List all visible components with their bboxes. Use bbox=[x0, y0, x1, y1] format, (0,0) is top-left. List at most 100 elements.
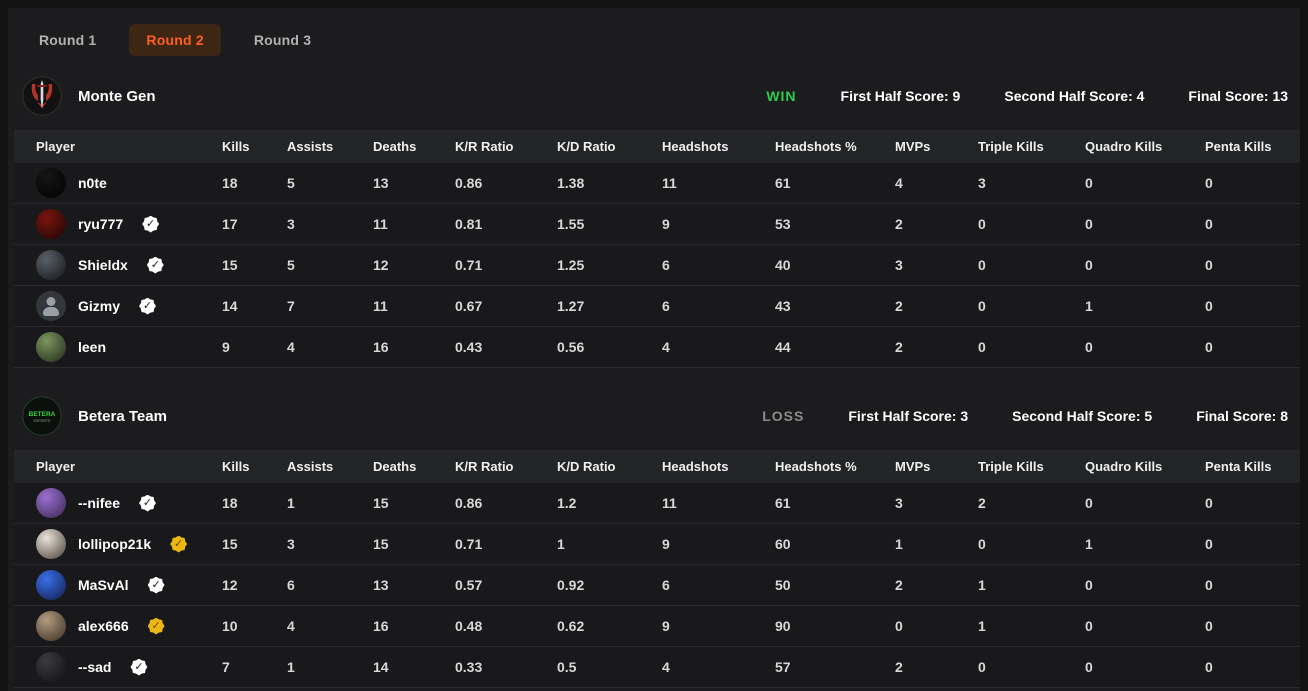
stat-triple-kills: 1 bbox=[978, 577, 986, 593]
col-header-mvps: MVPs bbox=[895, 139, 931, 154]
stat-kr-ratio: 0.33 bbox=[455, 659, 483, 675]
col-header-deaths: Deaths bbox=[373, 459, 417, 474]
table-row[interactable]: --sad ✓ 7 1 14 0.33 0.5 4 57 2 0 0 0 bbox=[14, 647, 1300, 688]
stat-assists: 1 bbox=[287, 659, 295, 675]
stat-kr-ratio: 0.57 bbox=[455, 577, 483, 593]
stat-deaths: 11 bbox=[373, 298, 388, 314]
stat-quadro-kills: 0 bbox=[1085, 495, 1093, 511]
first-half-score: First Half Score: 3 bbox=[848, 408, 969, 424]
stat-quadro-kills: 0 bbox=[1085, 339, 1093, 355]
stat-assists: 5 bbox=[287, 175, 295, 191]
second-half-score: Second Half Score: 4 bbox=[1004, 88, 1145, 104]
stat-headshots-pct: 61 bbox=[775, 175, 791, 191]
stat-deaths: 12 bbox=[373, 257, 389, 273]
stat-kills: 12 bbox=[222, 577, 238, 593]
table-row[interactable]: alex666 ✓ 10 4 16 0.48 0.62 9 90 0 1 0 0 bbox=[14, 606, 1300, 647]
player-cell: Gizmy ✓ bbox=[36, 291, 222, 321]
stat-headshots-pct: 40 bbox=[775, 257, 791, 273]
team-name[interactable]: Monte Gen bbox=[78, 87, 156, 105]
team-stats-table: Player Kills Assists Deaths K/R Ratio K/… bbox=[14, 130, 1300, 368]
player-name[interactable]: Gizmy bbox=[78, 298, 121, 314]
stat-kr-ratio: 0.71 bbox=[455, 536, 483, 552]
stat-headshots: 11 bbox=[662, 175, 677, 191]
stat-quadro-kills: 0 bbox=[1085, 659, 1093, 675]
player-name[interactable]: alex666 bbox=[78, 618, 129, 634]
stat-deaths: 11 bbox=[373, 216, 388, 232]
stat-quadro-kills: 0 bbox=[1085, 216, 1093, 232]
player-name[interactable]: --nifee bbox=[78, 495, 120, 511]
table-row[interactable]: MaSvAl ✓ 12 6 13 0.57 0.92 6 50 2 1 0 0 bbox=[14, 565, 1300, 606]
stat-headshots-pct: 53 bbox=[775, 216, 791, 232]
stat-penta-kills: 0 bbox=[1205, 618, 1213, 634]
verified-badge-icon: ✓ bbox=[147, 576, 165, 594]
stat-headshots: 6 bbox=[662, 298, 670, 314]
col-header-kr-ratio: K/R Ratio bbox=[455, 139, 514, 154]
player-avatar bbox=[36, 291, 66, 321]
stat-kd-ratio: 1.55 bbox=[557, 216, 585, 232]
match-result-badge: WIN bbox=[766, 88, 797, 104]
stat-deaths: 15 bbox=[373, 536, 389, 552]
player-cell: alex666 ✓ bbox=[36, 611, 222, 641]
stat-kd-ratio: 1.2 bbox=[557, 495, 577, 511]
tab-round-1[interactable]: Round 1 bbox=[22, 24, 113, 56]
betera-team-logo-icon: BETERA ESPORTS bbox=[22, 396, 62, 436]
stat-kr-ratio: 0.48 bbox=[455, 618, 483, 634]
table-row[interactable]: ryu777 ✓ 17 3 11 0.81 1.55 9 53 2 0 0 0 bbox=[14, 204, 1300, 245]
stat-kills: 7 bbox=[222, 659, 230, 675]
team-name[interactable]: Betera Team bbox=[78, 407, 167, 425]
stat-headshots-pct: 50 bbox=[775, 577, 791, 593]
tab-round-3[interactable]: Round 3 bbox=[237, 24, 328, 56]
stat-deaths: 13 bbox=[373, 577, 389, 593]
stat-penta-kills: 0 bbox=[1205, 495, 1213, 511]
svg-text:BETERA: BETERA bbox=[29, 411, 56, 418]
team-score-summary: LOSS First Half Score: 3 Second Half Sco… bbox=[762, 408, 1294, 424]
player-name[interactable]: lollipop21k bbox=[78, 536, 152, 552]
stat-assists: 1 bbox=[287, 495, 295, 511]
tab-round-2[interactable]: Round 2 bbox=[129, 24, 221, 56]
stat-assists: 3 bbox=[287, 536, 295, 552]
player-name[interactable]: leen bbox=[78, 339, 107, 355]
player-name[interactable]: --sad bbox=[78, 659, 112, 675]
stat-deaths: 14 bbox=[373, 659, 389, 675]
stat-headshots: 4 bbox=[662, 659, 670, 675]
col-header-quadro-kills: Quadro Kills bbox=[1085, 139, 1163, 154]
stat-headshots-pct: 43 bbox=[775, 298, 791, 314]
col-header-player: Player bbox=[36, 139, 76, 154]
player-avatar bbox=[36, 570, 66, 600]
stat-headshots-pct: 60 bbox=[775, 536, 791, 552]
stat-deaths: 13 bbox=[373, 175, 389, 191]
stat-kd-ratio: 0.92 bbox=[557, 577, 585, 593]
stat-kd-ratio: 0.56 bbox=[557, 339, 585, 355]
verified-badge-icon: ✓ bbox=[142, 215, 160, 233]
col-header-kills: Kills bbox=[222, 139, 250, 154]
table-row[interactable]: --nifee ✓ 18 1 15 0.86 1.2 11 61 3 2 0 0 bbox=[14, 483, 1300, 524]
stat-triple-kills: 0 bbox=[978, 536, 986, 552]
player-name[interactable]: Shieldx bbox=[78, 257, 128, 273]
match-result-badge: LOSS bbox=[762, 408, 805, 424]
table-row[interactable]: Gizmy ✓ 14 7 11 0.67 1.27 6 43 2 0 1 0 bbox=[14, 286, 1300, 327]
stat-kills: 18 bbox=[222, 495, 238, 511]
player-name[interactable]: MaSvAl bbox=[78, 577, 129, 593]
stat-mvps: 1 bbox=[895, 536, 903, 552]
col-header-kd-ratio: K/D Ratio bbox=[557, 139, 616, 154]
player-name[interactable]: ryu777 bbox=[78, 216, 124, 232]
stat-headshots-pct: 44 bbox=[775, 339, 791, 355]
stat-mvps: 2 bbox=[895, 577, 903, 593]
stat-headshots: 9 bbox=[662, 536, 670, 552]
stat-kills: 17 bbox=[222, 216, 238, 232]
table-row[interactable]: n0te ✓ 18 5 13 0.86 1.38 11 61 4 3 0 0 bbox=[14, 163, 1300, 204]
stat-kills: 15 bbox=[222, 536, 238, 552]
stat-mvps: 2 bbox=[895, 659, 903, 675]
stat-kills: 10 bbox=[222, 618, 238, 634]
stat-triple-kills: 0 bbox=[978, 659, 986, 675]
player-name[interactable]: n0te bbox=[78, 175, 107, 191]
table-row[interactable]: leen ✓ 9 4 16 0.43 0.56 4 44 2 0 0 0 bbox=[14, 327, 1300, 368]
monte-gen-logo-icon bbox=[22, 76, 62, 116]
first-half-score: First Half Score: 9 bbox=[840, 88, 961, 104]
stat-headshots-pct: 90 bbox=[775, 618, 791, 634]
verified-badge-icon: ✓ bbox=[146, 256, 164, 274]
stat-penta-kills: 0 bbox=[1205, 257, 1213, 273]
table-row[interactable]: Shieldx ✓ 15 5 12 0.71 1.25 6 40 3 0 0 0 bbox=[14, 245, 1300, 286]
table-row[interactable]: lollipop21k ✓ 15 3 15 0.71 1 9 60 1 0 1 … bbox=[14, 524, 1300, 565]
gold-badge-icon: ✓ bbox=[147, 617, 165, 635]
